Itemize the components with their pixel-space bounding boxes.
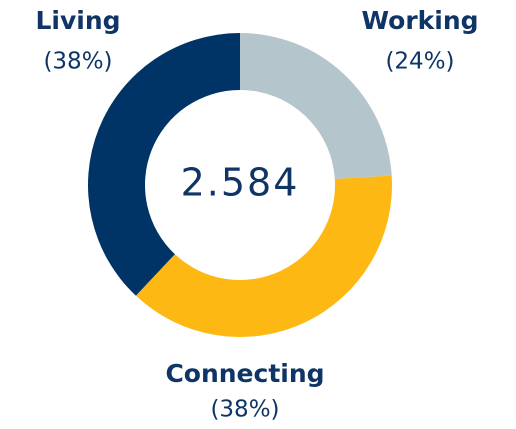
segment-value-label: (24%) (385, 49, 454, 75)
donut-segment (240, 33, 392, 180)
segment-label: Connecting (165, 359, 324, 388)
center-label: 2.584 (181, 161, 300, 205)
segment-label: Working (361, 6, 478, 35)
donut-segment (135, 175, 393, 337)
donut-segment (88, 33, 240, 296)
segment-label: Living (35, 6, 120, 35)
segment-value-label: (38%) (210, 397, 279, 423)
segment-value-label: (38%) (43, 49, 112, 75)
